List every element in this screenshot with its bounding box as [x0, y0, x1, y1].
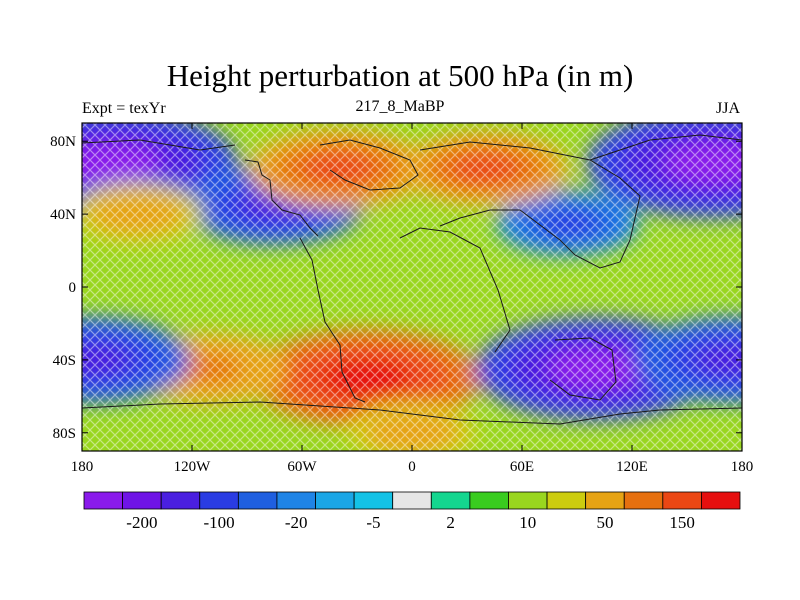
colorbar-swatch	[623, 491, 664, 510]
colorbar-swatch	[392, 491, 432, 510]
colorbar-swatch	[122, 491, 162, 510]
colorbar-swatch	[276, 491, 316, 510]
colorbar-swatch	[546, 491, 587, 510]
y-tick-label: 80N	[50, 134, 76, 150]
coastline-north-america	[244, 159, 319, 237]
colorbar-label: 150	[669, 513, 695, 532]
case-label: 217_8_MaBP	[355, 98, 445, 115]
colorbar-swatch	[353, 491, 394, 510]
colorbar-label: -5	[366, 513, 380, 532]
colorbar-label: -200	[126, 513, 157, 532]
colorbar-swatch	[199, 491, 239, 510]
coastline-arctic	[82, 139, 236, 151]
coastline-south-america	[299, 237, 366, 403]
colorbar-swatch	[83, 491, 123, 510]
colorbar-label: -100	[203, 513, 234, 532]
x-tick-label: 120E	[616, 459, 648, 475]
colorbar-label: 10	[519, 513, 536, 532]
x-tick-label: 60W	[287, 459, 317, 475]
colorbar-swatch	[508, 491, 548, 510]
colorbar-swatch	[160, 491, 201, 510]
x-tick-label: 120W	[174, 459, 212, 475]
coastline-greenland	[319, 139, 419, 191]
x-tick-label: 0	[408, 459, 416, 475]
colorbar: -200 -100 -20 -5 2 10 50 150	[83, 491, 741, 532]
coastline-eurasia	[419, 141, 641, 269]
x-tick-label: 180	[71, 459, 94, 475]
x-tick-label: 180	[731, 459, 754, 475]
y-axis: 80N 40N 0 40S 80S	[50, 134, 742, 442]
colorbar-swatch	[585, 491, 625, 510]
colorbar-swatch	[662, 491, 702, 510]
colorbar-swatch	[469, 491, 509, 510]
colorbar-swatch	[237, 491, 278, 510]
colorbar-label: 50	[596, 513, 613, 532]
x-axis: 180 120W 60W 0 60E 120E 180	[71, 123, 754, 475]
height-field	[82, 123, 742, 451]
y-tick-label: 0	[69, 280, 77, 296]
colorbar-swatch	[430, 491, 471, 510]
coastline-australia	[549, 337, 617, 401]
colorbar-label: 2	[446, 513, 455, 532]
coastline-africa	[399, 227, 511, 353]
coastlines	[82, 134, 742, 425]
y-tick-label: 40N	[50, 207, 76, 223]
stipple-overlay	[82, 123, 742, 451]
colorbar-swatch	[315, 491, 355, 510]
coastline-antarctica	[82, 401, 742, 425]
colorbar-label: -20	[285, 513, 308, 532]
x-tick-label: 60E	[510, 459, 534, 475]
page-title: Height perturbation at 500 hPa (in m)	[166, 58, 634, 93]
season-label: JJA	[715, 100, 740, 117]
y-tick-label: 40S	[53, 353, 76, 369]
experiment-label: Expt = texYr	[82, 100, 166, 117]
colorbar-swatch	[701, 491, 741, 510]
coastline-eurasia-north	[589, 134, 742, 161]
y-tick-label: 80S	[53, 426, 76, 442]
